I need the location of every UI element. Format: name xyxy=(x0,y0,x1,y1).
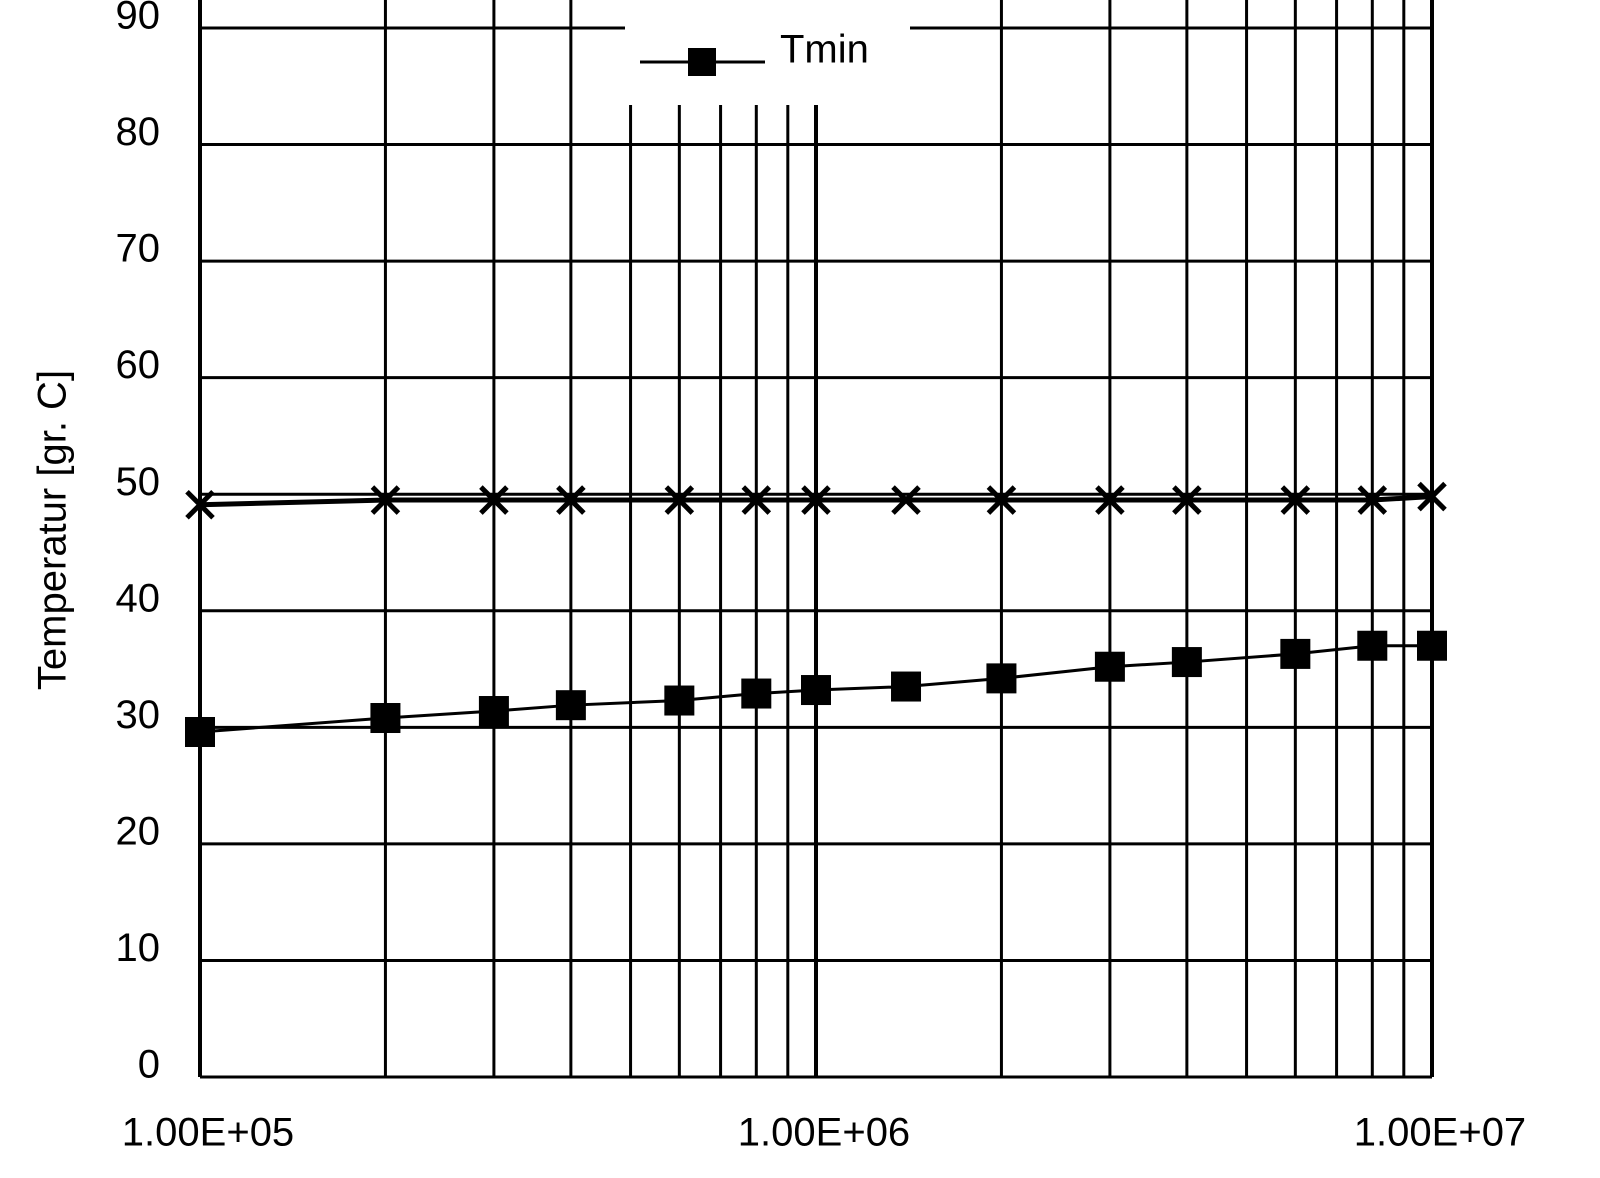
marker xyxy=(1171,647,1202,678)
y-tick-label: 80 xyxy=(116,110,161,154)
legend-marker xyxy=(688,48,716,76)
legend-box xyxy=(625,0,910,105)
legend-label: Tmin xyxy=(780,28,869,72)
x-tick-label: 1.00E+05 xyxy=(122,1111,294,1155)
marker xyxy=(1095,485,1125,515)
y-tick-label: 10 xyxy=(116,926,161,970)
marker xyxy=(986,663,1017,694)
marker xyxy=(891,485,921,515)
x-tick-label: 1.00E+06 xyxy=(738,1111,910,1155)
marker xyxy=(664,485,695,515)
marker xyxy=(891,671,922,702)
marker xyxy=(1280,638,1311,669)
marker xyxy=(556,485,586,515)
marker xyxy=(185,489,215,520)
marker xyxy=(479,485,509,515)
marker xyxy=(1357,630,1388,661)
marker xyxy=(1280,485,1311,515)
y-axis-label: Temperatur [gr. C] xyxy=(31,370,75,690)
y-tick-label: 30 xyxy=(116,693,161,737)
marker xyxy=(741,678,772,709)
marker xyxy=(1094,651,1125,682)
marker xyxy=(370,703,401,734)
y-tick-label: 60 xyxy=(116,343,161,387)
marker xyxy=(801,675,831,706)
marker xyxy=(801,485,831,515)
marker xyxy=(986,485,1017,515)
x-tick-label: 1.00E+07 xyxy=(1354,1111,1526,1155)
marker xyxy=(370,485,401,515)
marker xyxy=(1172,485,1202,515)
y-tick-label: 50 xyxy=(116,460,161,504)
marker xyxy=(664,685,695,716)
y-tick-label: 70 xyxy=(116,227,161,271)
marker xyxy=(478,696,509,727)
marker xyxy=(1357,485,1388,515)
y-tick-label: 40 xyxy=(116,576,161,620)
y-tick-label: 90 xyxy=(116,0,161,38)
marker xyxy=(555,690,586,721)
series-line xyxy=(199,494,1433,508)
y-tick-label: 0 xyxy=(138,1043,160,1087)
marker xyxy=(1417,630,1447,661)
marker xyxy=(185,716,215,747)
marker xyxy=(741,485,772,515)
marker xyxy=(1417,481,1447,512)
y-tick-label: 20 xyxy=(116,809,161,853)
